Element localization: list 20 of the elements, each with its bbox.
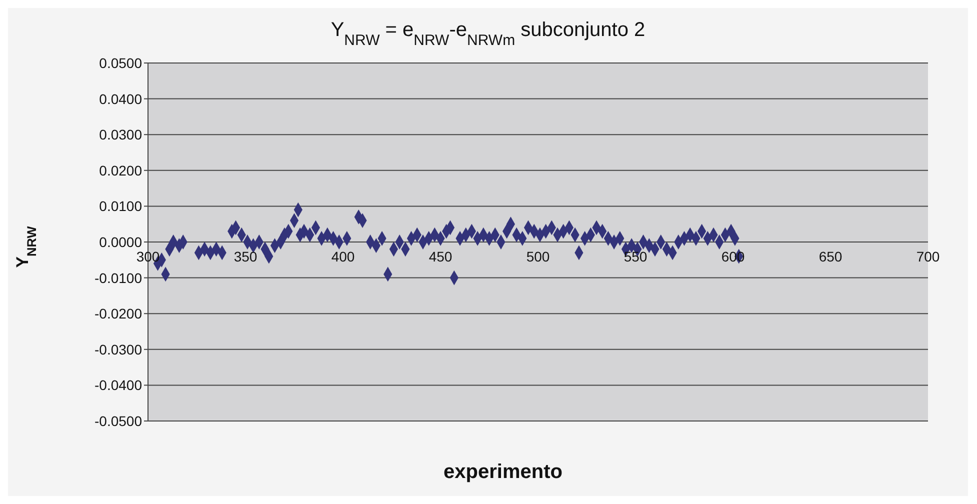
y-tick-label: 0.0100: [99, 198, 142, 214]
x-axis-title: experimento: [444, 461, 562, 483]
y-tick-label: -0.0200: [94, 306, 142, 322]
y-tick-label: 0.0000: [99, 234, 142, 250]
x-tick-label: 400: [331, 248, 355, 264]
x-tick-label: 650: [818, 248, 842, 264]
y-tick-label: -0.0300: [94, 341, 142, 358]
x-tick-label: 500: [526, 248, 550, 264]
y-tick-label: 0.0200: [99, 162, 142, 178]
x-tick-label: 700: [916, 248, 940, 264]
x-tick-label: 550: [624, 248, 648, 264]
y-tick-label: 0.0300: [99, 126, 142, 143]
chart-title: Y$_{NRW}$ = e$_{NRW}$-e$_{NRWm}$ subconjunto 2: [330, 19, 646, 48]
y-tick-label: -0.0500: [94, 412, 142, 429]
x-tick-label: 350: [234, 248, 258, 264]
y-tick-label: 0.0500: [99, 54, 142, 71]
y-tick-label: -0.0100: [94, 270, 142, 286]
y-tick-label: -0.0400: [94, 377, 142, 394]
x-tick-label: 450: [428, 248, 452, 264]
y-tick-label: 0.0400: [99, 90, 142, 107]
